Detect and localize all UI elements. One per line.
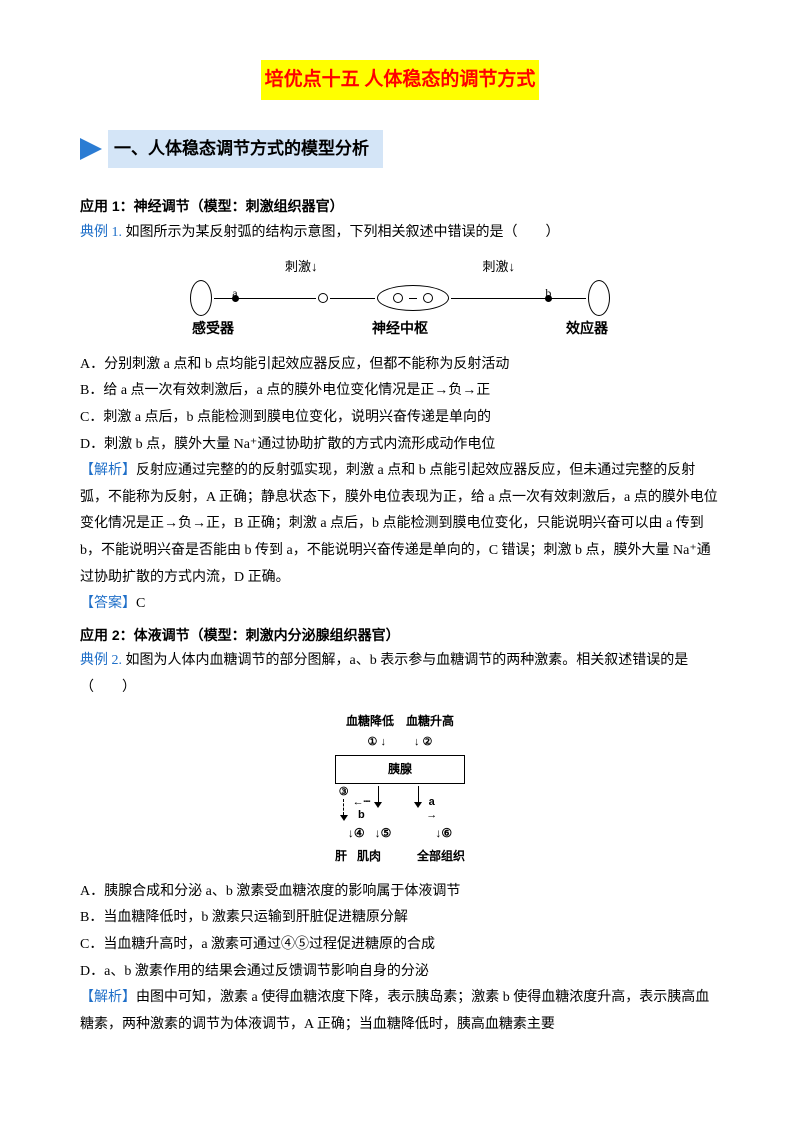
center-icon (377, 285, 449, 311)
example1-line: 典例 1. 如图所示为某反射弧的结构示意图，下列相关叙述中错误的是（ ） (80, 220, 720, 247)
arrow-icon (80, 138, 102, 160)
app1-answer: 【答案】C (80, 591, 720, 618)
diagram-blood-sugar: 血糖降低 血糖升高 ① ↓ ↓ ② 胰腺 ③ ←┄b a→ ↓④ ↓⑤ ↓⑥ 肝… (80, 710, 720, 871)
example2-text: 如图为人体内血糖调节的部分图解，a、b 表示参与血糖调节的两种激素。相关叙述错误… (80, 653, 688, 695)
effector-icon (588, 280, 610, 316)
section-header: 一、人体稳态调节方式的模型分析 (80, 130, 720, 168)
app1-optB: B．给 a 点一次有效刺激后，a 点的膜外电位变化情况是正→负→正 (80, 378, 720, 405)
app2-heading: 应用 2：体液调节（模型：刺激内分泌腺组织器官） (80, 622, 720, 649)
label-center: 神经中枢 (372, 317, 428, 344)
section-title: 一、人体稳态调节方式的模型分析 (108, 130, 383, 168)
example2-line: 典例 2. 如图为人体内血糖调节的部分图解，a、b 表示参与血糖调节的两种激素。… (80, 648, 720, 701)
app2-optA: A．胰腺合成和分泌 a、b 激素受血糖浓度的影响属于体液调节 (80, 879, 720, 906)
diagram-reflex-arc: 刺激↓ 刺激↓ a b 感受器 神经中枢 效应器 (80, 255, 720, 344)
analysis-label: 【解析】 (80, 463, 136, 478)
app2-optD: D．a、b 激素作用的结果会通过反馈调节影响自身的分泌 (80, 959, 720, 986)
example1-label: 典例 1. (80, 225, 122, 240)
app1-optD: D．刺激 b 点，膜外大量 Na⁺通过协助扩散的方式内流形成动作电位 (80, 432, 720, 459)
pancreas-box: 胰腺 (335, 755, 465, 784)
app2-optC: C．当血糖升高时，a 激素可通过④⑤过程促进糖原的合成 (80, 932, 720, 959)
page-title: 培优点十五 人体稳态的调节方式 (261, 60, 540, 100)
label-receptor: 感受器 (192, 317, 234, 344)
node-icon (318, 293, 328, 303)
analysis2-label: 【解析】 (80, 990, 136, 1005)
app1-optA: A．分别刺激 a 点和 b 点均能引起效应器反应，但都不能称为反射活动 (80, 352, 720, 379)
app1-optC: C．刺激 a 点后，b 点能检测到膜电位变化，说明兴奋传递是单向的 (80, 405, 720, 432)
receptor-icon (190, 280, 212, 316)
app2-optB: B．当血糖降低时，b 激素只运输到肝脏促进糖原分解 (80, 905, 720, 932)
label-effector: 效应器 (566, 317, 608, 344)
app1-heading: 应用 1：神经调节（模型：刺激组织器官） (80, 193, 720, 220)
example1-text: 如图所示为某反射弧的结构示意图，下列相关叙述中错误的是（ ） (126, 225, 560, 240)
answer-text: C (136, 596, 145, 611)
app1-analysis: 【解析】反射应通过完整的的反射弧实现，刺激 a 点和 b 点能引起效应器反应，但… (80, 458, 720, 591)
app2-analysis: 【解析】由图中可知，激素 a 使得血糖浓度下降，表示胰岛素；激素 b 使得血糖浓… (80, 985, 720, 1038)
example2-label: 典例 2. (80, 653, 122, 668)
analysis2-text: 由图中可知，激素 a 使得血糖浓度下降，表示胰岛素；激素 b 使得血糖浓度升高，… (80, 990, 709, 1032)
answer-label: 【答案】 (80, 596, 136, 611)
analysis-text: 反射应通过完整的的反射弧实现，刺激 a 点和 b 点能引起效应器反应，但未通过完… (80, 463, 718, 584)
